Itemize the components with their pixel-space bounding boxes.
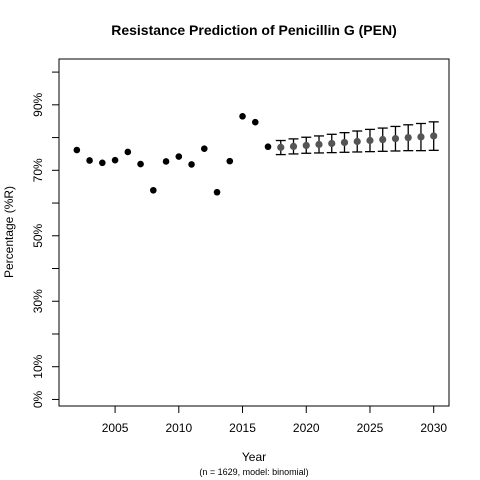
observed-point-2010 <box>175 153 183 160</box>
x-axis: 2005 2010 2015 2020 2025 2030 <box>102 406 447 435</box>
observed-point-2014 <box>226 157 234 165</box>
predicted-point-2028 <box>404 133 412 142</box>
plot-frame <box>58 58 450 407</box>
observed-point-2011 <box>188 161 195 168</box>
x-tick-label-2015: 2015 <box>229 421 256 435</box>
y-axis: 0% 10% 30% 50% 70% 90% <box>31 71 59 408</box>
predicted-point-2024 <box>353 137 361 146</box>
observed-point-2006 <box>124 148 132 156</box>
observed-point-2013 <box>213 188 221 196</box>
observed-point-2007 <box>137 160 144 168</box>
predicted-point-2025 <box>366 136 374 145</box>
x-tick-label-2010: 2010 <box>165 421 192 435</box>
predicted-point-2019 <box>289 142 298 151</box>
predicted-point-2020 <box>302 141 310 150</box>
x-tick-label-2025: 2025 <box>357 421 384 435</box>
y-tick-label-10: 10% <box>31 354 45 378</box>
predicted-point-2030 <box>430 132 438 140</box>
predicted-point-2027 <box>391 134 400 143</box>
chart-title: Resistance Prediction of Penicillin G (P… <box>111 22 397 38</box>
x-axis-label: Year <box>242 450 266 464</box>
x-tick-label-2020: 2020 <box>293 421 320 435</box>
observed-point-2008 <box>150 186 157 194</box>
predicted-point-2022 <box>328 139 336 148</box>
chart-subtitle: (n = 1629, model: binomial) <box>199 467 308 477</box>
observed-point-2012 <box>200 145 208 152</box>
observed-point-2005 <box>111 156 119 164</box>
observed-point-2009 <box>162 158 170 165</box>
y-axis-label: Percentage (%R) <box>2 186 16 278</box>
observed-point-2003 <box>86 157 93 164</box>
observed-point-2017 <box>264 143 272 151</box>
predicted-point-2029 <box>417 133 425 141</box>
predicted-points <box>277 132 438 151</box>
predicted-point-2026 <box>379 135 387 144</box>
predicted-point-2018 <box>277 143 285 151</box>
observed-points <box>73 112 272 196</box>
y-tick-label-70: 70% <box>31 158 45 182</box>
y-tick-label-30: 30% <box>31 289 45 313</box>
y-tick-label-90: 90% <box>31 92 45 116</box>
observed-point-2004 <box>99 159 106 167</box>
x-tick-label-2030: 2030 <box>420 421 447 435</box>
y-tick-label-0: 0% <box>31 390 45 408</box>
observed-point-2016 <box>251 118 259 126</box>
observed-point-2015 <box>239 112 246 120</box>
predicted-point-2021 <box>315 140 323 149</box>
x-tick-label-2005: 2005 <box>102 421 129 435</box>
observed-point-2002 <box>73 146 81 154</box>
predicted-point-2023 <box>340 138 349 147</box>
y-tick-label-50: 50% <box>31 223 45 247</box>
